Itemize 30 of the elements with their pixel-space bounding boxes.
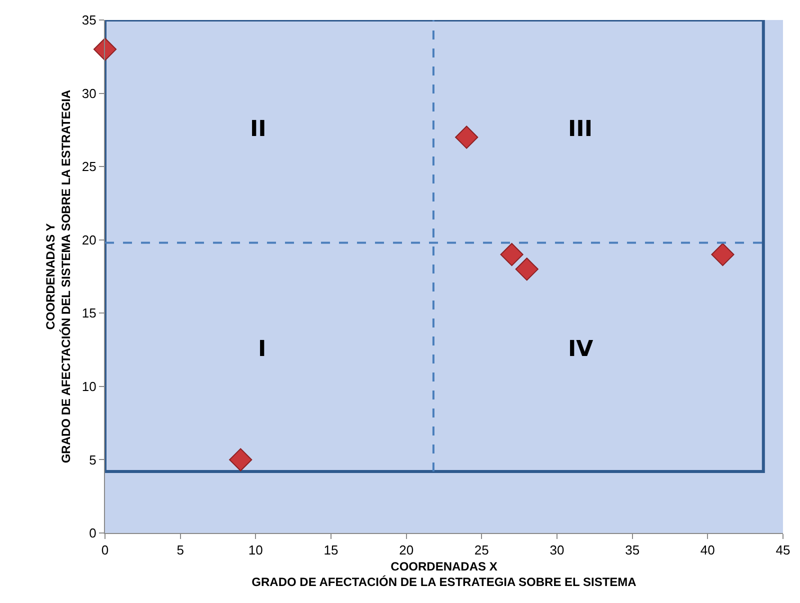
y-tick-label: 10 [82, 378, 96, 394]
y-tick-label: 5 [89, 452, 96, 468]
annotation: IV [568, 337, 594, 362]
y-tick-label: 30 [82, 86, 96, 101]
point [455, 126, 478, 149]
annotation: II [250, 117, 266, 142]
x-axis-title: COORDENADAS X GRADO DE AFECTACIÓN DE LA ESTRATEGIA SOBRE EL SISTEMA [252, 560, 637, 590]
annotation: III [568, 117, 593, 142]
x-tick-label: 35 [625, 542, 640, 558]
point [93, 38, 117, 61]
x-tick-label: 25 [474, 542, 489, 558]
y-tick-label: 15 [82, 306, 96, 321]
y-tick-label: 25 [82, 159, 96, 174]
x-tick-label: 5 [176, 542, 184, 558]
point [500, 242, 524, 266]
x-tick-label: 10 [248, 542, 263, 558]
y-tick-label: 35 [82, 12, 96, 28]
x-tick-label: 45 [776, 542, 790, 558]
y-tick-label: 0 [89, 526, 96, 541]
x-tick-label: 0 [101, 542, 109, 558]
y-axis-title: COORDENADAS Y GRADO DE AFECTACIÓN DEL SISTEMA SOBRE LA ESTRATEGIA [44, 90, 74, 464]
x-tick-label: 30 [550, 542, 564, 558]
point [711, 242, 734, 266]
x-tick-label: 40 [700, 542, 715, 558]
x-tick-label: 20 [399, 542, 414, 558]
x-tick-label: 15 [324, 542, 338, 558]
point [515, 258, 538, 281]
y-tick-label: 20 [82, 232, 96, 248]
point [229, 448, 252, 472]
annotation: I [258, 337, 266, 362]
